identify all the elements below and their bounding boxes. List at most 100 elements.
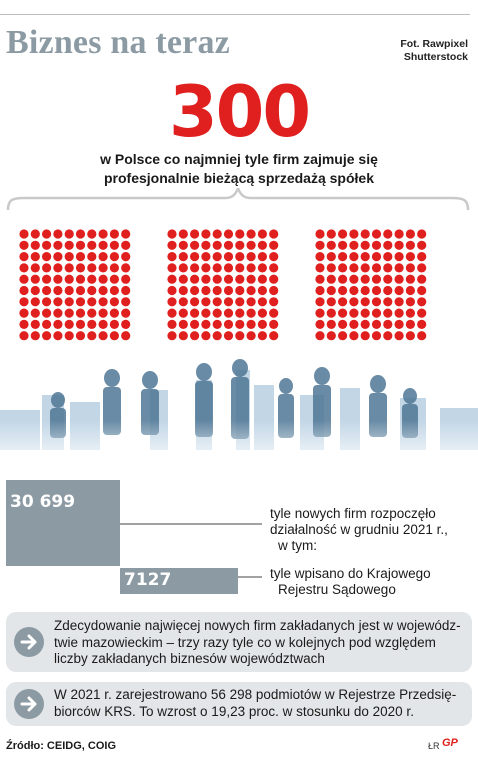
- dot-37: [87, 263, 97, 273]
- dot-259: [405, 285, 415, 296]
- dot-285: [360, 319, 370, 329]
- dot-224: [349, 252, 359, 262]
- dot-268: [394, 297, 404, 307]
- dot-62: [30, 297, 40, 307]
- dot-237: [383, 263, 393, 273]
- dot-262: [326, 297, 336, 307]
- dot-197: [235, 331, 245, 341]
- dot-235: [360, 263, 370, 273]
- dot-232: [326, 263, 336, 273]
- dot-13: [42, 240, 52, 250]
- dot-93: [42, 331, 52, 341]
- dot-299: [405, 331, 415, 341]
- dot-47: [87, 274, 97, 284]
- dot-182: [178, 319, 188, 329]
- dot-242: [326, 274, 336, 284]
- dot-79: [109, 308, 119, 318]
- dot-244: [349, 274, 359, 284]
- dot-109: [257, 229, 267, 239]
- dot-134: [201, 263, 211, 273]
- dot-41: [19, 274, 29, 284]
- dot-83: [42, 319, 52, 329]
- dot-204: [349, 229, 359, 239]
- dot-238: [394, 263, 404, 273]
- dot-251: [315, 285, 325, 296]
- dot-34: [53, 263, 63, 273]
- dot-4: [53, 229, 63, 239]
- dot-226: [371, 252, 382, 262]
- dot-50: [121, 274, 131, 284]
- dot-63: [42, 297, 52, 307]
- dot-25: [64, 252, 74, 262]
- dot-228: [394, 252, 404, 262]
- dot-38: [98, 263, 108, 273]
- dot-19: [109, 240, 119, 250]
- dot-167: [235, 297, 245, 307]
- dot-127: [235, 252, 245, 262]
- dot-40: [121, 263, 131, 273]
- dot-200: [269, 331, 279, 341]
- dot-230: [417, 252, 427, 262]
- dot-240: [417, 263, 427, 273]
- dot-298: [394, 331, 404, 341]
- dot-43: [42, 274, 52, 284]
- dot-45: [64, 274, 74, 284]
- dot-161: [167, 297, 177, 307]
- curly-brace: [6, 188, 470, 211]
- dot-80: [121, 308, 131, 318]
- dot-26: [75, 252, 86, 262]
- dot-23: [42, 252, 52, 262]
- dot-291: [315, 331, 325, 341]
- dot-48: [98, 274, 108, 284]
- dot-31: [19, 263, 29, 273]
- dot-250: [417, 274, 427, 284]
- bar-description-1: tyle nowych firm rozpoczęło działalność …: [270, 506, 448, 554]
- dot-107: [235, 229, 245, 239]
- dot-1: [19, 229, 29, 239]
- dot-185: [212, 319, 222, 329]
- info-box-1-line2: twie mazowieckim – trzy razy tyle co w k…: [54, 634, 436, 650]
- dot-284: [349, 319, 359, 329]
- dot-128: [246, 252, 256, 262]
- dot-17: [87, 240, 97, 250]
- dot-222: [326, 252, 336, 262]
- dot-209: [405, 229, 415, 239]
- dot-2: [30, 229, 40, 239]
- dot-115: [212, 240, 222, 250]
- dot-160: [269, 285, 279, 296]
- dot-166: [223, 297, 234, 307]
- dot-100: [121, 331, 131, 341]
- dot-120: [269, 240, 279, 250]
- dot-271: [315, 308, 325, 318]
- dot-198: [246, 331, 256, 341]
- dot-168: [246, 297, 256, 307]
- dot-281: [315, 319, 325, 329]
- dot-36: [75, 263, 86, 273]
- dot-58: [98, 285, 108, 296]
- dot-103: [190, 229, 200, 239]
- dot-248: [394, 274, 404, 284]
- top-divider: [0, 14, 470, 15]
- dot-231: [315, 263, 325, 273]
- dot-88: [98, 319, 108, 329]
- dot-28: [98, 252, 108, 262]
- dot-12: [30, 240, 40, 250]
- dot-16: [75, 240, 86, 250]
- dot-243: [338, 274, 348, 284]
- info-box-2-line2: biorców KRS. To wzrost o 19,23 proc. w s…: [54, 703, 414, 719]
- dot-111: [167, 240, 177, 250]
- bar-2: [120, 568, 238, 594]
- dot-255: [360, 285, 370, 296]
- dot-276: [371, 308, 382, 318]
- dot-162: [178, 297, 188, 307]
- dot-44: [53, 274, 63, 284]
- dot-59: [109, 285, 119, 296]
- dot-11: [19, 240, 29, 250]
- dot-215: [360, 240, 370, 250]
- dot-221: [315, 252, 325, 262]
- dot-54: [53, 285, 63, 296]
- dot-239: [405, 263, 415, 273]
- dot-69: [109, 297, 119, 307]
- dot-73: [42, 308, 52, 318]
- dot-95: [64, 331, 74, 341]
